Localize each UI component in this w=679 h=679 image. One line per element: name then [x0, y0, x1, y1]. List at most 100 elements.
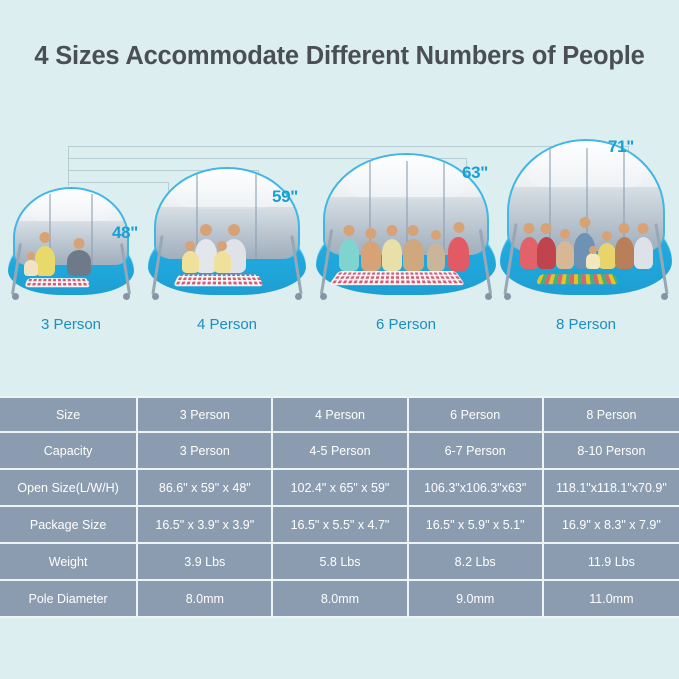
- person-figure: [597, 231, 616, 270]
- cell: 4 Person: [273, 396, 409, 433]
- person-figure: [633, 222, 653, 270]
- height-callout-71: 71": [608, 137, 635, 156]
- person-head: [217, 241, 228, 252]
- tent-6-person: 63": [316, 147, 496, 300]
- tent-label-6-person: 6 Person: [375, 316, 437, 333]
- person-head: [589, 246, 597, 255]
- guide-vert-left: [68, 146, 69, 186]
- person-figure: [360, 227, 381, 272]
- canopy-seam: [443, 161, 446, 255]
- cell: 86.6" x 59" x 48": [138, 470, 274, 507]
- height-callout-63: 63": [462, 163, 489, 182]
- cell: 8-10 Person: [543, 433, 679, 470]
- picnic-blanket: [23, 277, 91, 288]
- person-figure: [195, 223, 218, 274]
- table-row: Weight 3.9 Lbs 5.8 Lbs 8.2 Lbs 11.9 Lbs: [0, 544, 679, 581]
- cell: 5.8 Lbs: [273, 544, 409, 581]
- person-figure: [66, 237, 91, 276]
- guide-line-59: [68, 170, 258, 171]
- cell: 16.9" x 8.3" x 7.9": [543, 507, 679, 544]
- person-figure: [402, 224, 424, 272]
- table-row: Package Size 16.5" x 3.9" x 3.9" 16.5" x…: [0, 507, 679, 544]
- row-header: Size: [0, 396, 139, 433]
- person-head: [185, 241, 196, 252]
- canopy-seam: [548, 147, 551, 251]
- tent-leg: [320, 293, 327, 300]
- canopy-seam: [405, 161, 408, 255]
- row-header: Capacity: [0, 433, 139, 470]
- canopy-seam: [623, 147, 625, 251]
- person-head: [27, 252, 36, 261]
- tent-8-person: 71": [500, 135, 672, 300]
- cell: 8 Person: [543, 396, 679, 433]
- guide-line-71: [68, 146, 628, 147]
- person-head: [407, 224, 419, 236]
- cell: 11.0mm: [543, 581, 679, 618]
- cell: 118.1"x118.1"x70.9": [543, 470, 679, 507]
- person-figure: [614, 222, 634, 270]
- height-callout-59: 59": [272, 187, 299, 206]
- person-head: [365, 227, 377, 239]
- table-row: Pole Diameter 8.0mm 8.0mm 9.0mm 11.0mm: [0, 581, 679, 618]
- person-head: [227, 223, 240, 236]
- tent-label-4-person: 4 Person: [196, 316, 258, 333]
- cell: 3 Person: [138, 433, 274, 470]
- person-head: [386, 224, 398, 236]
- person-head: [200, 223, 213, 236]
- table-row: Capacity 3 Person 4-5 Person 6-7 Person …: [0, 433, 679, 470]
- person-figure: [555, 228, 574, 270]
- picnic-blanket: [173, 274, 265, 287]
- cell: 8.0mm: [138, 581, 274, 618]
- tent-occupants: [330, 203, 481, 272]
- person-head: [559, 228, 570, 239]
- tent-occupants: [161, 211, 294, 274]
- person-head: [73, 237, 85, 249]
- person-head: [453, 221, 465, 233]
- person-figure: [448, 221, 470, 272]
- canopy-seam: [585, 147, 588, 251]
- person-head: [637, 222, 649, 234]
- person-figure: [519, 222, 539, 270]
- cell: 102.4" x 65" x 59": [273, 470, 409, 507]
- person-head: [431, 230, 442, 241]
- cell: 6-7 Person: [408, 433, 544, 470]
- tent-leg: [12, 293, 19, 300]
- person-figure: [339, 224, 360, 272]
- cell: 6 Person: [408, 396, 544, 433]
- picnic-blanket: [535, 274, 620, 285]
- picnic-blanket: [328, 271, 466, 286]
- table-row: Open Size(L/W/H) 86.6" x 59" x 48" 102.4…: [0, 470, 679, 507]
- person-head: [39, 232, 51, 244]
- specification-table: Size 3 Person 4 Person 6 Person 8 Person…: [0, 396, 679, 618]
- person-head: [618, 222, 630, 234]
- row-header: Pole Diameter: [0, 581, 139, 618]
- cell: 8.2 Lbs: [408, 544, 544, 581]
- cell: 9.0mm: [408, 581, 544, 618]
- tent-leg: [485, 293, 492, 300]
- cell: 4-5 Person: [273, 433, 409, 470]
- cell: 16.5" x 5.5" x 4.7": [273, 507, 409, 544]
- page-title: 4 Sizes Accommodate Different Numbers of…: [34, 42, 645, 70]
- person-head: [601, 231, 612, 242]
- canopy-hood: [30, 189, 112, 223]
- guide-line-63: [68, 158, 466, 159]
- tent-occupants: [514, 196, 659, 270]
- person-figure: [35, 232, 55, 276]
- cell: 16.5" x 5.9" x 5.1": [408, 507, 544, 544]
- person-head: [540, 222, 552, 234]
- person-figure: [586, 246, 600, 270]
- person-head: [343, 224, 355, 236]
- person-figure: [213, 241, 231, 274]
- person-figure: [536, 222, 556, 270]
- person-figure: [181, 241, 199, 274]
- canopy-seam: [195, 174, 198, 259]
- person-figure: [381, 224, 402, 272]
- table-row: Size 3 Person 4 Person 6 Person 8 Person: [0, 396, 679, 433]
- cell: 3.9 Lbs: [138, 544, 274, 581]
- tent-3-person: 48": [8, 175, 138, 300]
- canopy-hood: [176, 169, 278, 209]
- cell: 106.3"x106.3"x63": [408, 470, 544, 507]
- height-callout-48: 48": [112, 223, 139, 242]
- tent-leg: [152, 293, 159, 300]
